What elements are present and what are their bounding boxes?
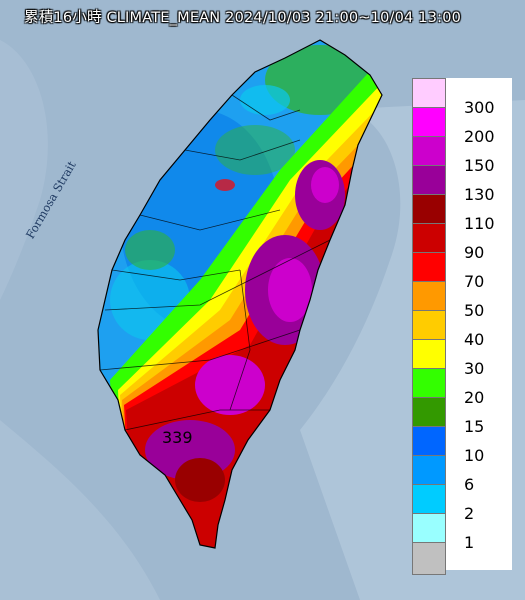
peak-value-label: 339: [162, 428, 193, 447]
legend-swatch: [412, 455, 446, 488]
legend-label: 50: [464, 301, 485, 320]
legend-swatch: [412, 165, 446, 198]
legend-swatch: [412, 107, 446, 140]
legend-label: 1: [464, 533, 475, 552]
legend-label: 90: [464, 243, 485, 262]
legend-swatch: [412, 223, 446, 256]
legend-label: 150: [464, 156, 495, 175]
legend-swatch: [412, 484, 446, 517]
legend-label: 20: [464, 388, 485, 407]
map-title: 累積16小時 CLIMATE_MEAN 2024/10/03 21:00~10/…: [24, 10, 462, 26]
legend-swatch: [412, 194, 446, 227]
legend-swatch: [412, 281, 446, 314]
legend-label: 300: [464, 98, 495, 117]
legend-swatch: [412, 339, 446, 372]
legend-swatch: [412, 426, 446, 459]
legend-swatch: [412, 136, 446, 169]
legend-swatch: [412, 78, 446, 111]
legend-label: 40: [464, 330, 485, 349]
legend-label: 200: [464, 127, 495, 146]
legend-label: 6: [464, 475, 475, 494]
legend-label: 15: [464, 417, 485, 436]
legend-swatch: [412, 397, 446, 430]
legend-label: 30: [464, 359, 485, 378]
legend-label: 70: [464, 272, 485, 291]
legend-swatch: [412, 252, 446, 285]
legend-label: 110: [464, 214, 495, 233]
rainfall-legend: 300 200 150 130 110 90 70 50 40 30 20 15 10 6 2 1: [412, 78, 512, 575]
legend-swatch: [412, 542, 446, 575]
legend-label: 10: [464, 446, 485, 465]
legend-label: 130: [464, 185, 495, 204]
legend-label: 2: [464, 504, 475, 523]
